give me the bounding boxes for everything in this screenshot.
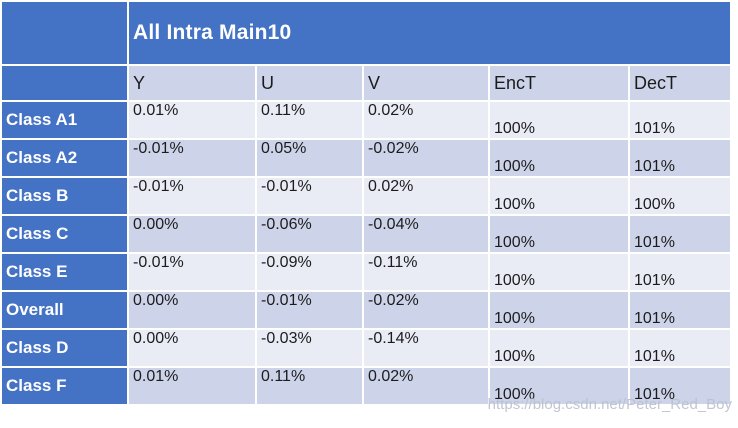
value-cell: 0.11%: [255, 366, 364, 406]
value-cell: -0.01%: [127, 176, 257, 216]
value-cell: -0.11%: [362, 252, 490, 292]
table-row: Class E -0.01% -0.09% -0.11% 100% 101%: [0, 252, 732, 292]
value-cell: -0.01%: [127, 138, 257, 178]
value-cell: -0.06%: [255, 214, 364, 254]
value-cell: 100%: [488, 138, 630, 178]
corner-cell-2: [0, 64, 129, 102]
value-cell: 100%: [488, 366, 630, 406]
value-cell: 100%: [488, 290, 630, 330]
value-cell: 0.01%: [127, 100, 257, 140]
row-label: Class A1: [0, 100, 129, 140]
table-row: Class F 0.01% 0.11% 0.02% 100% 101%: [0, 366, 732, 406]
column-header-row: Y U V EncT DecT: [0, 64, 732, 102]
value-cell: -0.04%: [362, 214, 490, 254]
column-header-v: V: [362, 64, 490, 102]
value-cell: 100%: [488, 252, 630, 292]
value-cell: 0.02%: [362, 100, 490, 140]
row-label: Class B: [0, 176, 129, 216]
row-label: Class F: [0, 366, 129, 406]
row-label: Class A2: [0, 138, 129, 178]
results-table: All Intra Main10 Y U V EncT DecT Class A…: [0, 0, 732, 406]
value-cell: 100%: [488, 176, 630, 216]
row-label: Overall: [0, 290, 129, 330]
table-title: All Intra Main10: [127, 0, 732, 66]
column-header-enct: EncT: [488, 64, 630, 102]
value-cell: 101%: [628, 214, 732, 254]
value-cell: 100%: [488, 214, 630, 254]
value-cell: 0.00%: [127, 328, 257, 368]
value-cell: -0.01%: [255, 176, 364, 216]
table-row: Class B -0.01% -0.01% 0.02% 100% 100%: [0, 176, 732, 216]
value-cell: -0.03%: [255, 328, 364, 368]
table-row: Overall 0.00% -0.01% -0.02% 100% 101%: [0, 290, 732, 330]
value-cell: -0.01%: [127, 252, 257, 292]
value-cell: -0.02%: [362, 138, 490, 178]
value-cell: 0.02%: [362, 366, 490, 406]
corner-cell: [0, 0, 129, 66]
value-cell: 101%: [628, 366, 732, 406]
value-cell: 0.00%: [127, 214, 257, 254]
column-header-y: Y: [127, 64, 257, 102]
value-cell: 0.05%: [255, 138, 364, 178]
value-cell: 101%: [628, 252, 732, 292]
table-row: Class A1 0.01% 0.11% 0.02% 100% 101%: [0, 100, 732, 140]
table-row: Class A2 -0.01% 0.05% -0.02% 100% 101%: [0, 138, 732, 178]
value-cell: 0.00%: [127, 290, 257, 330]
column-header-dect: DecT: [628, 64, 732, 102]
value-cell: 101%: [628, 290, 732, 330]
value-cell: 100%: [488, 328, 630, 368]
table-row: Class D 0.00% -0.03% -0.14% 100% 101%: [0, 328, 732, 368]
row-label: Class E: [0, 252, 129, 292]
value-cell: -0.01%: [255, 290, 364, 330]
value-cell: 0.01%: [127, 366, 257, 406]
value-cell: 100%: [488, 100, 630, 140]
value-cell: 101%: [628, 100, 732, 140]
row-label: Class C: [0, 214, 129, 254]
title-row: All Intra Main10: [0, 0, 732, 66]
table-row: Class C 0.00% -0.06% -0.04% 100% 101%: [0, 214, 732, 254]
value-cell: 0.02%: [362, 176, 490, 216]
value-cell: 101%: [628, 328, 732, 368]
row-label: Class D: [0, 328, 129, 368]
value-cell: -0.14%: [362, 328, 490, 368]
value-cell: 101%: [628, 138, 732, 178]
value-cell: -0.02%: [362, 290, 490, 330]
value-cell: 0.11%: [255, 100, 364, 140]
value-cell: 100%: [628, 176, 732, 216]
column-header-u: U: [255, 64, 364, 102]
value-cell: -0.09%: [255, 252, 364, 292]
